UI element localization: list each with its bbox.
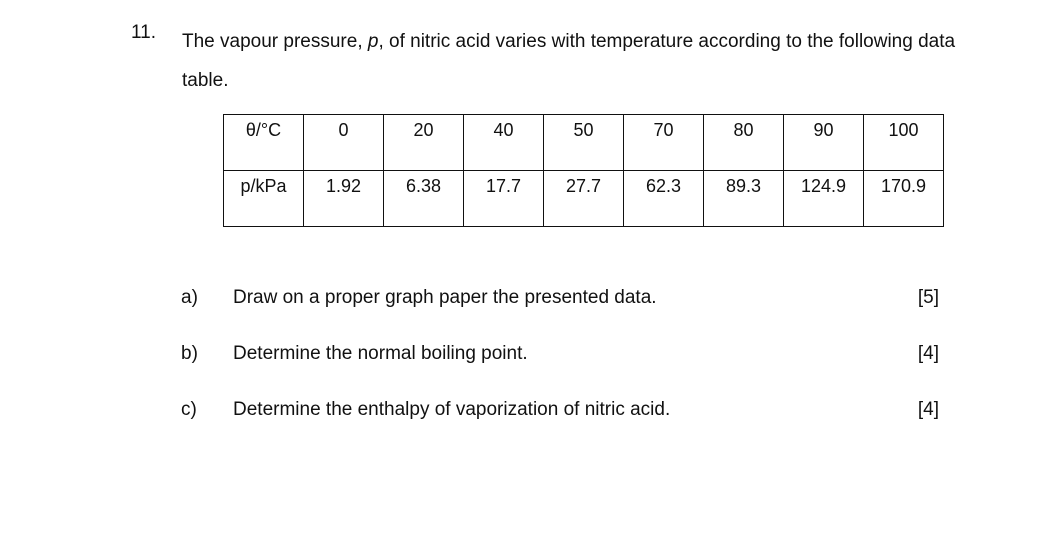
part-b-label: b)	[181, 343, 198, 364]
intro-text-1: The vapour pressure,	[182, 31, 368, 52]
table-row-pressure: p/kPa 1.92 6.38 17.7 27.7 62.3 89.3 124.…	[223, 170, 944, 227]
table-cell: 1.92	[303, 170, 384, 227]
question-intro: The vapour pressure, p, of nitric acid v…	[182, 22, 982, 100]
part-a-marks: [5]	[917, 287, 939, 308]
table-cell: 100	[863, 114, 944, 171]
table-cell: 0	[303, 114, 384, 171]
table-cell: 27.7	[543, 170, 624, 227]
intro-symbol: p	[367, 31, 379, 52]
table-cell: 90	[783, 114, 864, 171]
part-b-text: Determine the normal boiling point.	[233, 343, 528, 364]
question-number: 11.	[131, 22, 157, 43]
table-cell: 70	[623, 114, 704, 171]
table-cell: 80	[703, 114, 784, 171]
table-row-temperature: θ/°C 0 20 40 50 70 80 90 100	[223, 114, 944, 171]
table-cell: 6.38	[383, 170, 464, 227]
part-b-marks: [4]	[917, 343, 939, 364]
table-cell: 89.3	[703, 170, 784, 227]
table-cell: 170.9	[863, 170, 944, 227]
table-cell: 17.7	[463, 170, 544, 227]
table-cell: 124.9	[783, 170, 864, 227]
part-c-marks: [4]	[917, 399, 939, 420]
part-c-label: c)	[181, 399, 197, 420]
table-cell: 50	[543, 114, 624, 171]
table-cell: 40	[463, 114, 544, 171]
part-a-label: a)	[181, 287, 198, 308]
table-cell: 20	[383, 114, 464, 171]
table-cell: 62.3	[623, 170, 704, 227]
part-c-text: Determine the enthalpy of vaporization o…	[233, 399, 671, 420]
data-table: θ/°C 0 20 40 50 70 80 90 100 p/kPa 1.92 …	[223, 114, 944, 227]
part-a-text: Draw on a proper graph paper the present…	[233, 287, 657, 308]
intro-text-2: , of nitric acid varies with temperature…	[182, 31, 956, 91]
table-cell: θ/°C	[223, 114, 304, 171]
table-cell: p/kPa	[223, 170, 304, 227]
